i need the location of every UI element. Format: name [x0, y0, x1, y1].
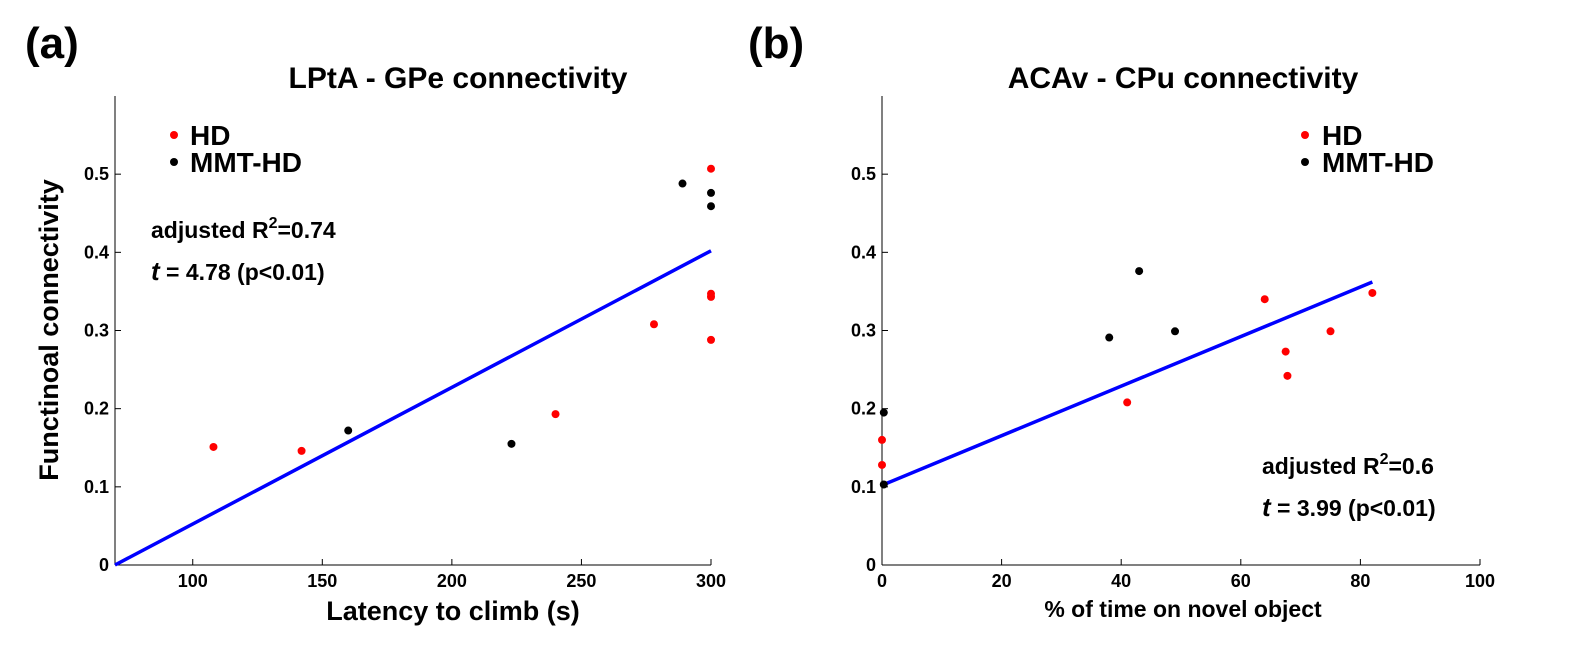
panel-a-hd-point	[707, 164, 715, 173]
panel-a-hd-point	[551, 410, 560, 419]
panel-a-t-symbol: t	[151, 256, 161, 286]
panel-b-t-text: = 3.99 (p<0.01)	[1271, 495, 1436, 521]
panel-a-legend-hd-marker	[170, 131, 178, 139]
panel-a-y-tick-label: 0.5	[84, 164, 109, 184]
panel-b-y-tick-label: 0	[866, 555, 876, 575]
panel-b-y-tick-label: 0.3	[851, 321, 876, 341]
panel-a-mmt-hd-point	[507, 439, 516, 448]
panel-a-plot: 0 0.1 0.2 0.3 0.4 0.5 100 150 200 250 300	[84, 96, 726, 591]
panel-a-mmt-hd-point	[344, 426, 353, 435]
panel-b-title: ACAv - CPu connectivity	[1008, 62, 1359, 95]
panel-a-fit-line	[114, 249, 712, 567]
panel-b-letter: (b)	[748, 19, 804, 68]
panel-a-r2-superscript: 2	[269, 215, 278, 232]
panel-a-x-axis-label: Latency to climb (s)	[326, 596, 580, 626]
panel-a-hd-point	[707, 292, 715, 301]
panel-a-x-tick-label: 150	[307, 571, 337, 591]
panel-a-legend-mmt-hd-label: MMT-HD	[190, 147, 302, 178]
panel-b-legend-hd-label: HD	[1322, 120, 1362, 151]
panel-b-y-tick-label: 0.1	[851, 477, 876, 497]
panel-b-hd-point	[1281, 347, 1290, 356]
panel-b-x-tick-label: 40	[1111, 571, 1131, 591]
panel-b-t-symbol: t	[1262, 492, 1272, 522]
panel-b-r2-label: adjusted R	[1262, 453, 1380, 479]
panel-a-t-annotation: t = 4.78 (p<0.01)	[151, 256, 325, 286]
panel-b-legend-mmt-hd-marker	[1301, 158, 1309, 166]
panel-a-x-tick-label: 200	[437, 571, 467, 591]
panel-a-y-tick-label: 0.2	[84, 399, 109, 419]
panel-a-mmt-hd-point	[707, 188, 715, 197]
panel-a-y-tick-label: 0	[99, 555, 109, 575]
panel-a-x-tick-label: 250	[566, 571, 596, 591]
panel-a-letter: (a)	[25, 19, 79, 68]
panel-a-legend: HD MMT-HD	[170, 120, 302, 178]
panel-a-r2-annotation: adjusted R2=0.74	[151, 215, 336, 243]
panel-b-plot: 0 0.1 0.2 0.3 0.4 0.5 0 20 40 60 80 100	[851, 96, 1495, 591]
panel-a-hd-point	[297, 446, 306, 455]
panel-b-y-tick-label: 0.4	[851, 242, 876, 262]
panel-b-x-tick-label: 0	[877, 571, 887, 591]
panel-b-hd-point	[878, 460, 886, 469]
panel-b-hd-point	[1326, 327, 1335, 336]
panel-b-x-tick-label: 20	[992, 571, 1012, 591]
panel-b-hd-point	[1283, 371, 1292, 380]
panel-b-legend-hd-marker	[1301, 131, 1309, 139]
panel-a-y-axis-label: Functinoal connectivity	[34, 179, 64, 481]
panel-a-y-tick-label: 0.3	[84, 321, 109, 341]
panel-a-r2-value: =0.74	[277, 217, 335, 243]
panel-a-hd-point	[707, 335, 715, 344]
panel-a-legend-mmt-hd-marker	[170, 158, 178, 166]
panel-a-y-tick-label: 0.4	[84, 242, 109, 262]
panel-b-r2-annotation: adjusted R2=0.6	[1262, 451, 1434, 479]
panel-b-hd-point	[1123, 398, 1132, 407]
panel-b-y-tick-label: 0.5	[851, 164, 876, 184]
panel-b-r2-value: =0.6	[1388, 453, 1433, 479]
panel-a-hd-point	[209, 442, 218, 451]
panel-a-title: LPtA - GPe connectivity	[289, 62, 628, 95]
panel-a-x-tick-label: 300	[696, 571, 726, 591]
panel-a-y-tick-label: 0.1	[84, 477, 109, 497]
panel-a-x-tick-label: 100	[178, 571, 208, 591]
panel-a-stats-annotation: adjusted R2=0.74 t = 4.78 (p<0.01)	[151, 215, 336, 286]
panel-a-mmt-hd-point	[707, 202, 715, 211]
panel-a-t-text: = 4.78 (p<0.01)	[160, 259, 325, 285]
panel-b-stats-annotation: adjusted R2=0.6 t = 3.99 (p<0.01)	[1262, 451, 1436, 522]
panel-b-hd-point	[1368, 288, 1377, 297]
panel-b-mmt-hd-point	[1105, 333, 1114, 342]
panel-a: (a) LPtA - GPe connectivity 0 0.1 0.2 0.3 0.…	[25, 19, 726, 626]
panel-b-r2-superscript: 2	[1380, 451, 1389, 468]
panel-b-mmt-hd-point	[1135, 267, 1144, 276]
panel-b-mmt-hd-point	[879, 480, 888, 489]
panel-b-legend-mmt-hd-label: MMT-HD	[1322, 147, 1434, 178]
panel-a-mmt-hd-point	[678, 179, 687, 188]
panel-b-x-tick-label: 80	[1350, 571, 1370, 591]
panel-b-mmt-hd-point	[879, 408, 888, 417]
panel-b-x-axis-label: % of time on novel object	[1044, 596, 1322, 622]
panel-b-hd-point	[878, 435, 886, 444]
panel-a-legend-hd-label: HD	[190, 120, 230, 151]
panel-b-fit-line	[881, 280, 1374, 487]
panel-b-mmt-hd-point	[1171, 327, 1180, 336]
panel-b-x-tick-label: 100	[1465, 571, 1495, 591]
panel-b-t-annotation: t = 3.99 (p<0.01)	[1262, 492, 1436, 522]
panel-b-hd-point	[1260, 295, 1269, 304]
panel-b-legend: HD MMT-HD	[1301, 120, 1434, 178]
panel-a-r2-label: adjusted R	[151, 217, 269, 243]
panel-b: (b) ACAv - CPu connectivity 0 0.1 0.2 0.3 0.…	[748, 19, 1495, 622]
panel-b-x-tick-label: 60	[1231, 571, 1251, 591]
panel-b-y-tick-label: 0.2	[851, 399, 876, 419]
panel-a-hd-point	[649, 320, 658, 329]
